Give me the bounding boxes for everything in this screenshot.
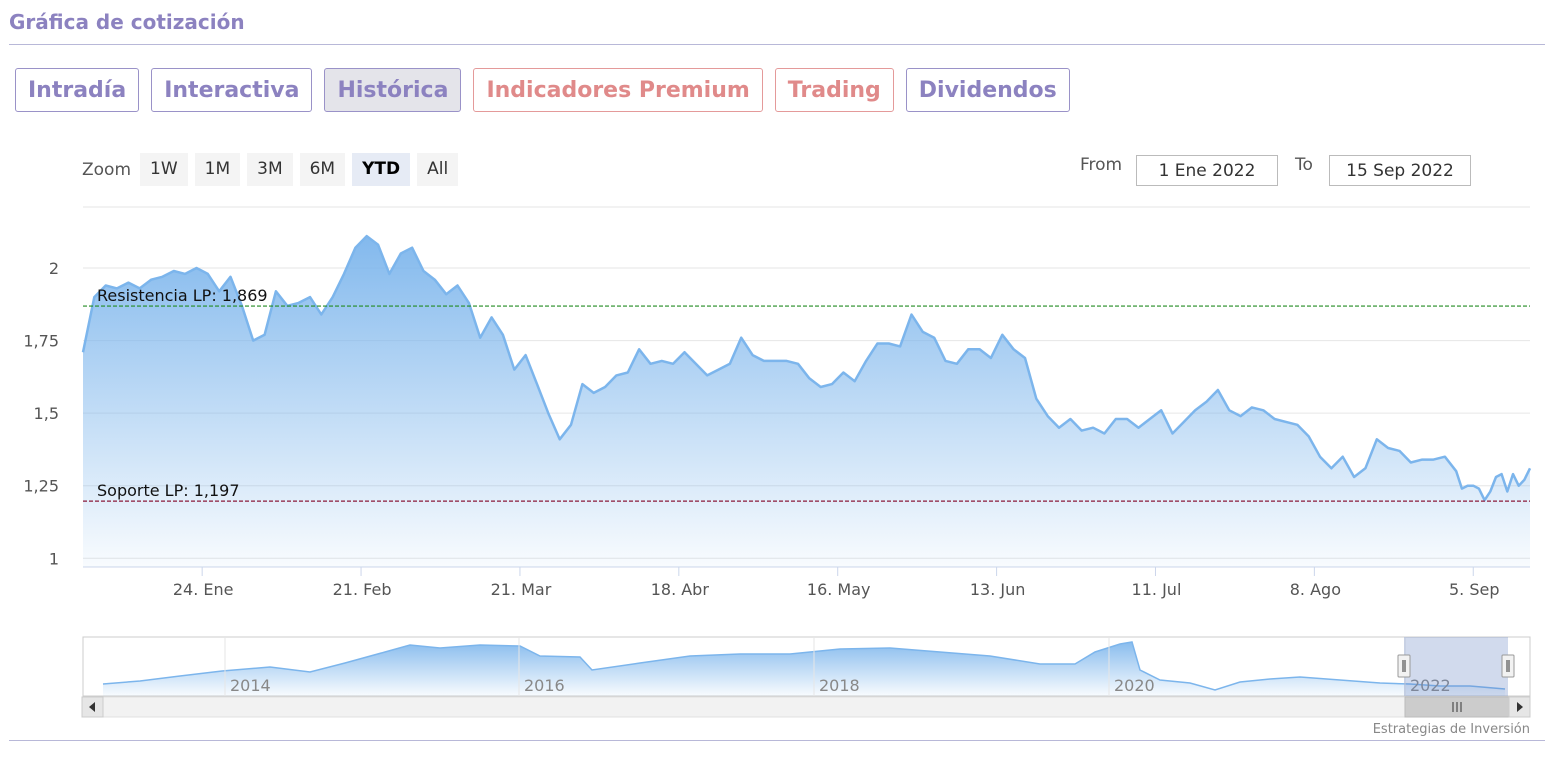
navigator[interactable]: 2014 2016 2018 2020 2022 Estrategias de Inver… bbox=[81, 636, 1531, 737]
x-tick-label: 18. Abr bbox=[651, 580, 710, 599]
scroll-left-arrow-icon bbox=[89, 702, 95, 712]
tab-intradia[interactable]: Intradía bbox=[15, 68, 140, 112]
series-area bbox=[81, 234, 1532, 567]
from-label: From bbox=[1080, 155, 1123, 175]
from-date-input[interactable]: 1 Ene 2022 bbox=[1136, 155, 1278, 186]
plot-line-label: Resistencia LP: 1,869 bbox=[97, 286, 268, 305]
scrollbar-thumb[interactable] bbox=[1404, 696, 1510, 718]
x-tick-label: 16. May bbox=[807, 580, 871, 599]
credits-text: Estrategias de Inversión bbox=[1373, 722, 1530, 737]
navigator-left-handle[interactable] bbox=[1397, 654, 1411, 678]
tab-indicadores-premium[interactable]: Indicadores Premium bbox=[473, 68, 763, 112]
zoom-1w-button[interactable]: 1W bbox=[140, 153, 188, 186]
scroll-right-button[interactable] bbox=[1508, 696, 1531, 718]
plot-line-label: Soporte LP: 1,197 bbox=[97, 481, 240, 500]
to-date-input[interactable]: 15 Sep 2022 bbox=[1329, 155, 1471, 186]
zoom-selector: Zoom 1W 1M 3M 6M YTD All bbox=[82, 153, 459, 186]
navigator-year-label: 2018 bbox=[819, 676, 860, 695]
x-tick-label: 8. Ago bbox=[1290, 580, 1341, 599]
title-divider bbox=[9, 44, 1545, 45]
tab-interactiva[interactable]: Interactiva bbox=[151, 68, 313, 112]
series-area-fill bbox=[83, 236, 1530, 567]
tab-historica[interactable]: Histórica bbox=[324, 68, 462, 112]
tab-trading[interactable]: Trading bbox=[774, 68, 894, 112]
navigator-right-handle[interactable] bbox=[1501, 654, 1515, 678]
x-tick-label: 11. Jul bbox=[1132, 580, 1182, 599]
series-line bbox=[81, 234, 1532, 502]
x-tick-label: 24. Ene bbox=[173, 580, 234, 599]
y-tick-label: 1 bbox=[49, 549, 59, 568]
tab-dividendos[interactable]: Dividendos bbox=[905, 68, 1070, 112]
zoom-3m-button[interactable]: 3M bbox=[247, 153, 293, 186]
navigator-year-label: 2020 bbox=[1114, 676, 1155, 695]
navigator-year-label: 2014 bbox=[230, 676, 271, 695]
y-tick-label: 1,5 bbox=[34, 404, 59, 423]
y-tick-label: 2 bbox=[49, 259, 59, 278]
plot-lines: Resistencia LP: 1,869 Soporte LP: 1,197 bbox=[83, 286, 1530, 502]
zoom-all-button[interactable]: All bbox=[417, 153, 459, 186]
bottom-divider bbox=[9, 740, 1545, 741]
zoom-ytd-button[interactable]: YTD bbox=[352, 153, 411, 186]
scroll-right-arrow-icon bbox=[1517, 702, 1523, 712]
scrollbar-track bbox=[81, 696, 1531, 718]
navigator-area bbox=[103, 642, 1505, 696]
zoom-1m-button[interactable]: 1M bbox=[194, 153, 241, 186]
scroll-left-button[interactable] bbox=[81, 696, 104, 718]
x-tick-label: 5. Sep bbox=[1449, 580, 1500, 599]
x-tick-label: 13. Jun bbox=[970, 580, 1026, 599]
navigator-line bbox=[102, 641, 1506, 691]
chart-tabs: Intradía Interactiva Histórica Indicador… bbox=[15, 68, 1070, 112]
grid-lines bbox=[83, 206, 1530, 559]
navigator-frame bbox=[82, 636, 1531, 697]
zoom-6m-button[interactable]: 6M bbox=[299, 153, 346, 186]
x-tick-label: 21. Feb bbox=[333, 580, 392, 599]
navigator-year-label: 2022 bbox=[1410, 676, 1451, 695]
y-tick-label: 1,75 bbox=[23, 332, 59, 351]
to-label: To bbox=[1295, 155, 1313, 175]
x-axis: 24. Ene 21. Feb 21. Mar 18. Abr 16. May 13. J… bbox=[83, 566, 1530, 599]
y-tick-label: 1,25 bbox=[23, 477, 59, 496]
navigator-selection-mask bbox=[1404, 637, 1508, 696]
x-tick-label: 21. Mar bbox=[491, 580, 552, 599]
chart-title: Gráfica de cotización bbox=[9, 10, 245, 34]
zoom-label: Zoom bbox=[82, 159, 132, 180]
y-axis-labels: 1 1,25 1,5 1,75 2 bbox=[23, 259, 59, 568]
navigator-year-label: 2016 bbox=[524, 676, 565, 695]
